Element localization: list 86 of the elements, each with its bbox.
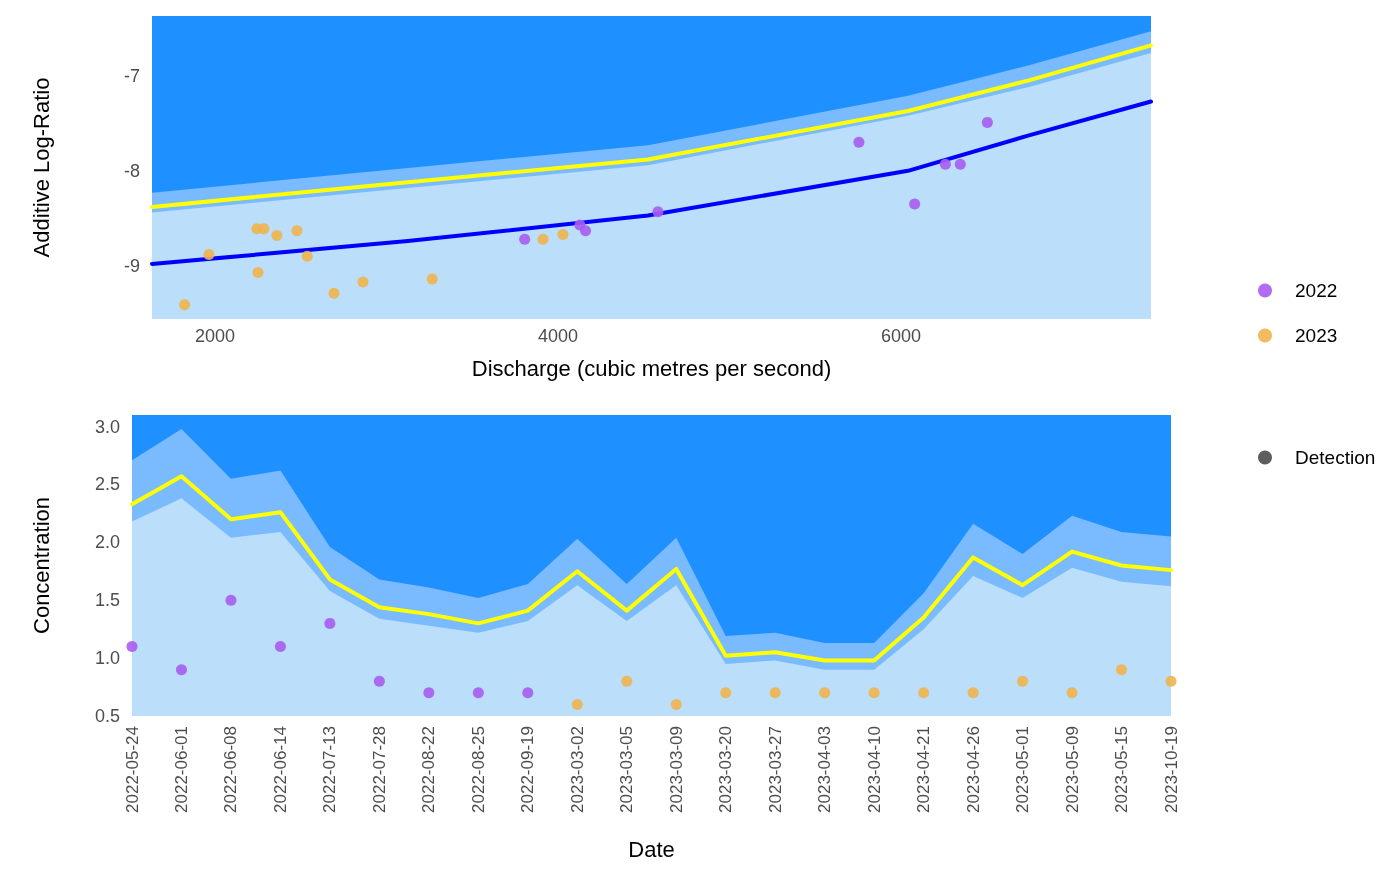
x-tick-label: 2023-03-27 (765, 726, 785, 813)
x-tick-label: 4000 (537, 326, 578, 346)
point (720, 687, 732, 699)
point (652, 206, 664, 218)
point (522, 687, 534, 699)
x-tick-label: 2023-05-15 (1112, 726, 1132, 813)
x-tick-label: 2023-10-19 (1161, 726, 1181, 813)
point (939, 158, 951, 170)
point (621, 675, 633, 687)
legend-label: 2023 (1295, 325, 1338, 346)
x-axis-title: Discharge (cubic metres per second) (471, 355, 832, 381)
point (175, 664, 187, 676)
point (373, 675, 385, 687)
x-tick-label: 2023-03-20 (716, 726, 736, 813)
x-tick-label: 2022-06-14 (270, 726, 290, 813)
point (225, 594, 237, 606)
point (271, 229, 283, 241)
point (954, 158, 966, 170)
legend-label: Detection (1295, 447, 1376, 468)
point (571, 698, 583, 710)
point (357, 276, 369, 288)
point (1017, 675, 1029, 687)
x-tick-label: 2022-09-19 (518, 726, 538, 813)
x-tick-label: 2022-06-08 (221, 726, 241, 813)
point (769, 687, 781, 699)
x-tick-label: 2023-04-21 (914, 726, 934, 813)
point (519, 233, 531, 245)
y-tick-label: 3.0 (94, 416, 120, 437)
x-tick-label: 6000 (880, 326, 921, 346)
point (967, 687, 979, 699)
x-tick-label: 2022-08-25 (468, 726, 488, 813)
point (203, 248, 215, 260)
point (252, 266, 264, 278)
y-tick-label: 2.5 (94, 474, 120, 495)
line-series (150, 99, 1153, 266)
x-tick-label: 2022-07-13 (320, 726, 340, 813)
point (426, 273, 438, 285)
point (580, 225, 592, 237)
point (258, 223, 270, 235)
point (1066, 687, 1078, 699)
point (670, 698, 682, 710)
point (537, 233, 549, 245)
x-tick-label: 2023-03-09 (666, 726, 686, 813)
x-tick-label: 2023-05-01 (1013, 726, 1033, 813)
x-tick-label: 2023-04-26 (963, 726, 983, 813)
point (1165, 675, 1177, 687)
point (557, 228, 569, 240)
point (918, 687, 930, 699)
point (423, 687, 435, 699)
x-tick-label: 2022-07-28 (369, 726, 389, 813)
x-tick-label: 2000 (194, 326, 235, 346)
y-tick-label: -8 (123, 160, 140, 181)
y-tick-label: -9 (123, 255, 140, 276)
y-tick-label: 1.0 (94, 648, 120, 669)
x-tick-label: 2023-05-09 (1062, 726, 1082, 813)
x-tick-label: 2022-06-01 (171, 726, 191, 813)
point (1116, 664, 1128, 676)
y-tick-label: -7 (123, 65, 140, 86)
y-axis-title: Concentration (28, 497, 54, 634)
x-tick-label: 2022-08-22 (419, 726, 439, 813)
y-tick-label: 1.5 (94, 590, 120, 611)
point (853, 136, 865, 148)
point (179, 299, 191, 311)
line-series (150, 43, 1153, 209)
point (819, 687, 831, 699)
point (328, 287, 340, 299)
y-axis-title: Additive Log-Ratio (28, 77, 54, 258)
x-tick-label: 2023-04-10 (864, 726, 884, 813)
point (324, 617, 336, 629)
x-tick-label: 2023-04-03 (815, 726, 835, 813)
point (472, 687, 484, 699)
x-tick-label: 2023-03-02 (567, 726, 587, 813)
y-tick-label: 0.5 (94, 706, 120, 726)
x-tick-label: 2022-05-24 (122, 726, 142, 813)
point (301, 250, 313, 262)
point (291, 225, 303, 237)
point (909, 198, 921, 210)
x-tick-label: 2023-03-05 (617, 726, 637, 813)
y-tick-label: 2.0 (94, 532, 120, 553)
x-axis-title: Date (628, 836, 675, 862)
point (126, 641, 138, 653)
point (981, 116, 993, 128)
point (274, 641, 286, 653)
legend-label: 2022 (1295, 280, 1338, 301)
line-series (130, 474, 1173, 663)
point (868, 687, 880, 699)
